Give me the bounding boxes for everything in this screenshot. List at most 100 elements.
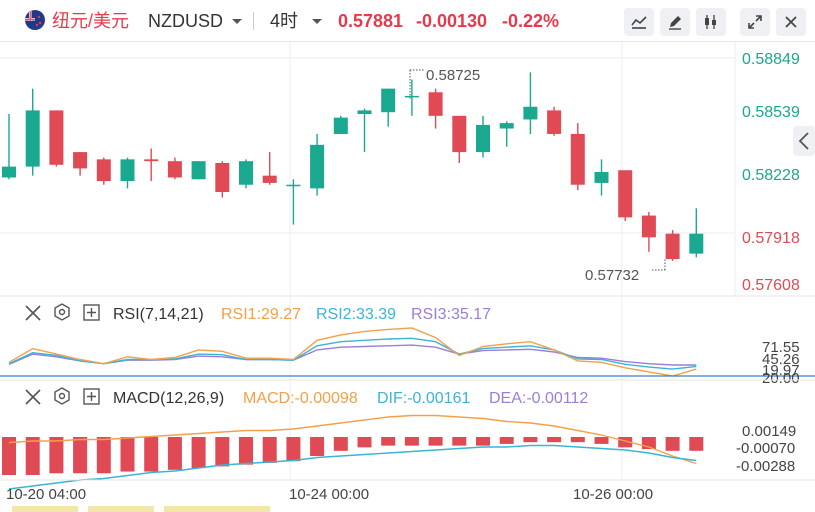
macd-add-icon[interactable]: [83, 388, 100, 405]
low-annotation: 0.57732: [585, 267, 639, 284]
macd-bar: [499, 437, 514, 444]
candle-body: [25, 110, 40, 167]
macd-bar: [2, 437, 16, 475]
macd-bar: [144, 437, 159, 472]
nz-flag-icon: [25, 10, 45, 30]
price-tick: 0.58849: [742, 51, 800, 68]
rsi-tick: 19.97: [762, 362, 800, 379]
macd-lines: [8, 414, 697, 490]
candle-body: [144, 159, 159, 162]
chart-type-button[interactable]: [696, 8, 726, 36]
rsi-add-icon[interactable]: [83, 304, 100, 321]
chevron-down-icon[interactable]: [230, 11, 244, 31]
macd-bar: [570, 437, 585, 443]
macd-bar: [239, 437, 253, 465]
price-axis: 0.58849 0.58539 0.58228 0.57918 0.57608: [742, 51, 800, 294]
price-change-pct: -0.22%: [502, 11, 560, 31]
chevron-left-icon: [798, 132, 809, 150]
macd-value: MACD:-0.00098: [243, 390, 358, 407]
candle-body: [594, 172, 609, 183]
rsi2-line: [8, 337, 697, 370]
candle-body: [499, 123, 514, 129]
candle-body: [428, 92, 443, 116]
pencil-icon: [669, 16, 681, 30]
pair-name-cn[interactable]: 纽元/美元: [52, 11, 130, 31]
chart-grid: [0, 42, 736, 480]
candle-body: [404, 95, 419, 98]
macd-bar: [547, 437, 562, 443]
candle-body: [665, 233, 680, 260]
indicator-button[interactable]: [624, 8, 654, 36]
candle-body: [452, 115, 467, 153]
rsi-close-icon[interactable]: [25, 305, 41, 321]
rsi-settings-icon[interactable]: [54, 303, 70, 321]
macd-histogram: [2, 437, 704, 475]
close-icon: [785, 16, 797, 28]
rsi-tick: 71.55: [762, 339, 800, 356]
rsi-tick: 20.00: [762, 370, 800, 387]
price-tick: 0.58228: [742, 167, 800, 184]
fullscreen-button[interactable]: [740, 8, 770, 36]
time-tick: 10-24 00:00: [289, 486, 369, 503]
macd-header: MACD(12,26,9) MACD:-0.00098 DIF:-0.00161…: [25, 387, 588, 407]
candle-body: [191, 161, 206, 180]
macd-bar: [428, 437, 443, 446]
candle-body: [381, 88, 396, 113]
dif-value: DIF:-0.00161: [377, 390, 470, 407]
macd-bar: [25, 437, 40, 475]
macd-tick: -0.00288: [736, 458, 795, 475]
macd-bar: [96, 437, 111, 474]
candle-body: [689, 233, 704, 254]
close-button[interactable]: [776, 8, 806, 36]
macd-bar: [262, 437, 277, 463]
time-marker: [88, 506, 154, 512]
rsi1-line: [8, 327, 697, 377]
candle-body: [618, 170, 633, 218]
dea-value: DEA:-0.00112: [489, 390, 588, 407]
price-chart[interactable]: 0.58725 0.57732 0.58849 0.58539 0.58228 …: [0, 42, 815, 512]
macd-bar: [215, 437, 230, 467]
macd-bar: [191, 437, 206, 469]
candle-body: [262, 175, 277, 183]
candle-body: [333, 117, 348, 134]
macd-settings-icon[interactable]: [54, 387, 70, 405]
rsi2-value: RSI2:33.39: [316, 306, 396, 323]
timeframe-select[interactable]: 4时: [270, 11, 299, 31]
price-tick: 0.58539: [742, 104, 800, 121]
candle-body: [547, 110, 562, 134]
rsi-header: RSI(7,14,21) RSI1:29.27 RSI2:33.39 RSI3:…: [25, 303, 491, 323]
line-chart-icon: [631, 16, 647, 29]
draw-button[interactable]: [660, 8, 690, 36]
rsi-axis: 71.55 45.26 19.97 20.00: [762, 339, 800, 387]
macd-bar: [381, 437, 396, 446]
macd-bar: [404, 437, 419, 446]
last-price: 0.57881: [338, 11, 404, 31]
dif-line: [8, 414, 697, 465]
macd-close-icon[interactable]: [25, 389, 41, 405]
rsi-tick: 45.26: [762, 351, 800, 368]
rsi1-value: RSI1:29.27: [221, 306, 301, 323]
macd-bar: [357, 437, 372, 448]
macd-bar: [333, 437, 348, 451]
chart-header: 纽元/美元 NZDUSD 4时 0.57881 -0.00130 -0.22%: [0, 0, 815, 42]
time-marker: [164, 506, 270, 512]
time-tick: 10-26 00:00: [573, 486, 653, 503]
candle-body: [167, 161, 182, 178]
time-tick: 10-20 04:00: [6, 486, 86, 503]
candle-body: [239, 161, 253, 185]
divider: [253, 12, 254, 30]
rsi3-value: RSI3:35.17: [411, 306, 491, 323]
macd-bar: [689, 437, 704, 451]
macd-bar: [523, 437, 538, 443]
candle-body: [215, 162, 230, 192]
expand-icon: [748, 15, 762, 29]
price-annotations: 0.58725 0.57732: [409, 67, 666, 284]
candle-body: [310, 144, 325, 189]
candle-body: [286, 184, 301, 187]
macd-bar: [476, 437, 490, 446]
pair-symbol[interactable]: NZDUSD: [148, 11, 223, 31]
candle-body: [523, 106, 538, 120]
scroll-left-button[interactable]: [793, 126, 815, 156]
candle-body: [570, 133, 585, 185]
timeframe-chevron-icon[interactable]: [310, 11, 324, 31]
